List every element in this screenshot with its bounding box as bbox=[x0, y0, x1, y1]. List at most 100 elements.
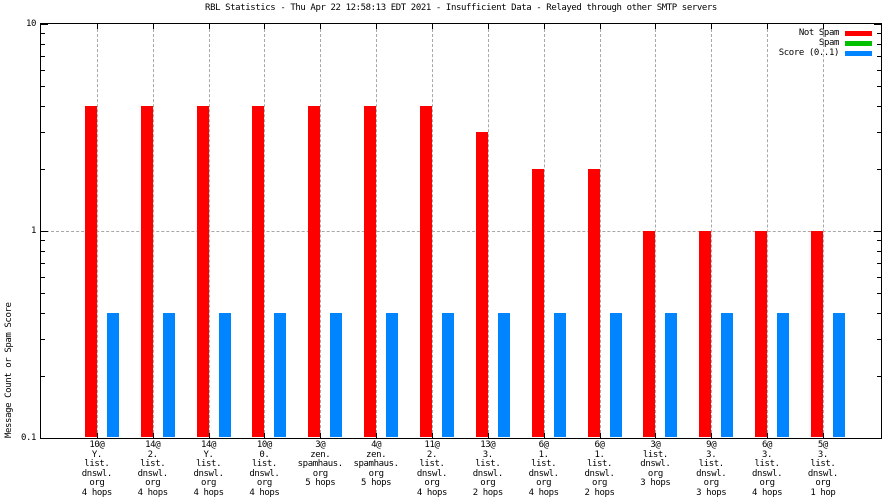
x-category-label-line: 4 hops bbox=[81, 487, 113, 498]
y-minor-tick bbox=[877, 339, 881, 341]
bar-not-spam-10 bbox=[587, 168, 600, 437]
x-tick-top bbox=[264, 24, 266, 29]
y-minor-tick bbox=[41, 56, 45, 58]
x-category-label-line: list. bbox=[251, 459, 277, 469]
legend-item-not-spam: Not Spam bbox=[779, 28, 872, 38]
legend-label: Not Spam bbox=[798, 28, 840, 38]
x-category-label-line: list. bbox=[586, 459, 613, 469]
bar-score-0-1-11 bbox=[665, 313, 678, 437]
x-category-label-line: 6@ bbox=[762, 440, 773, 450]
x-category-label-line: 3 hops bbox=[696, 487, 727, 498]
x-category-label-line: 9@ bbox=[706, 440, 717, 450]
x-category-label-line: dnswl. bbox=[137, 468, 169, 479]
bar-score-0-1-7 bbox=[441, 313, 454, 437]
legend-item-spam: Spam bbox=[779, 38, 872, 48]
legend-swatch-not-spam bbox=[845, 30, 872, 36]
x-category-label: 4@ zen. spamhaus. org 5 hops bbox=[341, 440, 411, 489]
x-tick-bottom bbox=[711, 433, 713, 438]
x-tick-bottom bbox=[264, 433, 266, 438]
x-category-label-line: spamhaus. bbox=[297, 459, 344, 469]
y-minor-tick bbox=[41, 44, 45, 46]
x-category-label-line: list. bbox=[698, 459, 724, 469]
x-category-label-line: dnswl. bbox=[528, 468, 560, 479]
x-category-label: 6@ 1. list. dnswl. org 2 hops bbox=[565, 440, 635, 498]
x-tick-bottom bbox=[487, 433, 489, 438]
y-major-tick bbox=[874, 24, 881, 25]
bar-not-spam-3 bbox=[196, 106, 209, 437]
x-category-label-line: org bbox=[647, 468, 663, 479]
x-category-label-line: dnswl. bbox=[640, 459, 671, 469]
x-category-label: 14@ 2. list. dnswl. org 4 hops bbox=[118, 440, 188, 498]
x-category-label-line: Y. bbox=[91, 449, 102, 460]
x-category-label-line: 6@ bbox=[594, 440, 605, 450]
bar-score-0-1-8 bbox=[497, 313, 510, 437]
legend-label: Spam bbox=[818, 38, 839, 48]
legend-swatch-spam bbox=[845, 40, 872, 46]
x-category-label-line: org bbox=[591, 478, 608, 488]
x-category-label-line: 0. bbox=[259, 449, 270, 460]
x-category-label-line: 2 hops bbox=[584, 487, 615, 498]
x-tick-bottom bbox=[767, 433, 769, 438]
x-category-label: 9@ 3. list. dnswl. org 3 hops bbox=[676, 440, 746, 498]
x-category-label: 6@ 1. list. dnswl. org 4 hops bbox=[509, 440, 579, 498]
x-category-label-line: list. bbox=[196, 459, 222, 469]
x-tick-bottom bbox=[822, 433, 824, 438]
bar-not-spam-1 bbox=[84, 106, 97, 437]
x-tick-bottom bbox=[599, 433, 601, 438]
y-minor-tick bbox=[877, 276, 881, 278]
x-category-label-line: 1. bbox=[594, 449, 605, 460]
y-tick-label: 10 bbox=[25, 18, 36, 29]
x-category-label: 6@ 3. list. dnswl. org 4 hops bbox=[732, 440, 802, 498]
y-minor-tick bbox=[41, 339, 45, 341]
bar-score-0-1-4 bbox=[274, 313, 287, 437]
x-category-label-line: org bbox=[256, 478, 272, 488]
x-category-label-line: 4 hops bbox=[752, 487, 783, 498]
x-category-label-line: 3@ bbox=[650, 440, 661, 450]
y-minor-tick bbox=[41, 240, 45, 242]
x-tick-bottom bbox=[431, 433, 433, 438]
bar-not-spam-5 bbox=[308, 106, 321, 437]
y-minor-tick bbox=[41, 168, 45, 170]
chart-title: RBL Statistics - Thu Apr 22 12:58:13 EDT… bbox=[205, 3, 717, 13]
x-category-label-line: 4 hops bbox=[416, 487, 448, 498]
x-tick-top bbox=[152, 24, 154, 29]
x-category-label-line: org bbox=[368, 468, 384, 479]
x-category-label-line: 10@ bbox=[256, 440, 272, 450]
x-tick-top bbox=[431, 24, 433, 29]
x-category-label-line: spamhaus. bbox=[353, 459, 400, 469]
y-minor-tick bbox=[877, 132, 881, 134]
bar-not-spam-13 bbox=[755, 231, 768, 437]
y-minor-tick bbox=[877, 263, 881, 265]
bar-score-0-1-3 bbox=[218, 313, 231, 437]
x-category-label-line: 10@ bbox=[89, 440, 105, 450]
y-minor-tick bbox=[41, 276, 45, 278]
y-minor-tick bbox=[877, 106, 881, 108]
x-category-label-line: 14@ bbox=[145, 440, 161, 450]
y-tick-label: 1 bbox=[30, 225, 36, 236]
x-category-label-line: list. bbox=[531, 459, 557, 469]
x-category-label-line: 11@ bbox=[424, 440, 440, 450]
y-minor-tick bbox=[877, 56, 881, 58]
x-category-label-line: 3. bbox=[482, 449, 493, 460]
x-category-label-line: org bbox=[424, 478, 440, 488]
bar-not-spam-8 bbox=[475, 132, 488, 437]
x-category-label-line: 3. bbox=[817, 449, 828, 460]
x-category-label-line: org bbox=[89, 478, 105, 488]
bar-score-0-1-1 bbox=[106, 313, 119, 437]
x-category-label-line: 4 hops bbox=[249, 487, 280, 498]
bar-score-0-1-13 bbox=[777, 313, 790, 437]
x-tick-top bbox=[487, 24, 489, 29]
y-minor-tick bbox=[41, 313, 45, 315]
x-category-label-line: 4@ bbox=[371, 440, 382, 450]
x-category-label-line: zen. bbox=[366, 449, 387, 460]
y-minor-tick bbox=[877, 313, 881, 315]
bar-not-spam-2 bbox=[140, 106, 153, 437]
x-category-label-line: 3@ bbox=[315, 440, 326, 450]
y-minor-tick bbox=[877, 168, 881, 170]
bar-score-0-1-9 bbox=[553, 313, 566, 437]
y-gridline bbox=[41, 231, 881, 232]
x-tick-top bbox=[208, 24, 210, 29]
x-category-label-line: org bbox=[312, 468, 328, 479]
x-category-label-line: 3. bbox=[762, 449, 773, 460]
